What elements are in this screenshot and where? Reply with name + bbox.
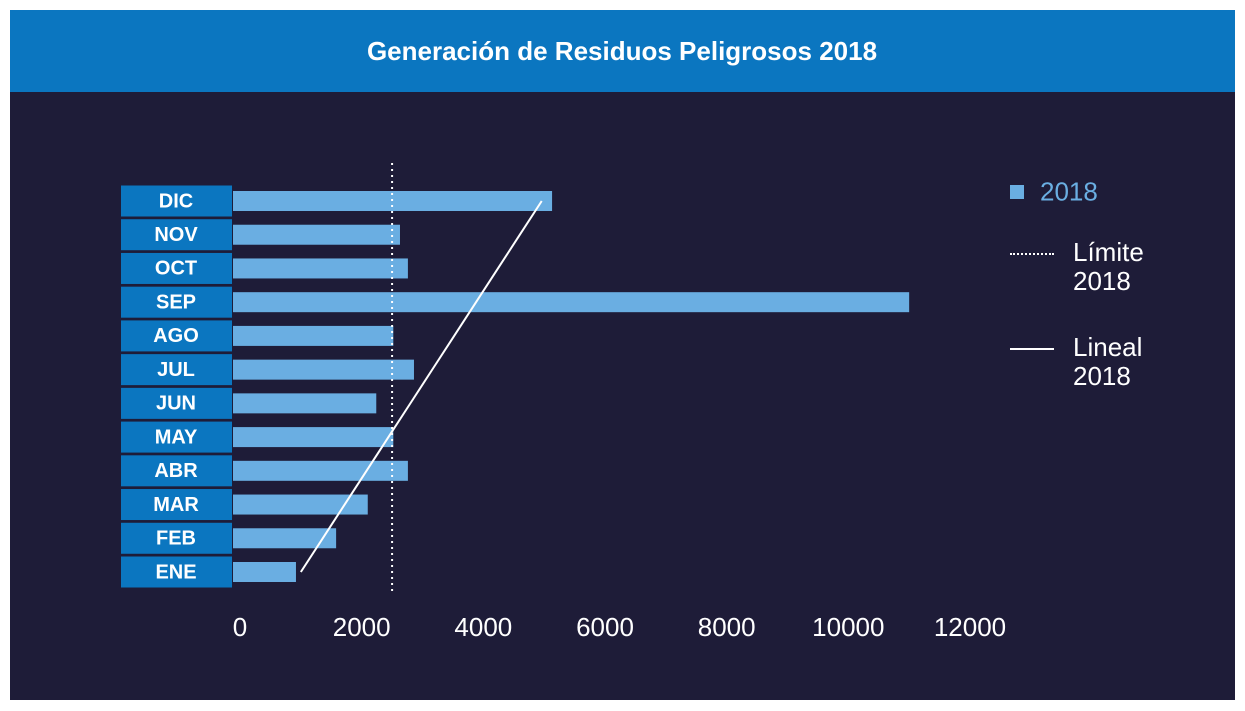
y-tick-label: JUL [157,359,195,381]
bar [233,325,394,346]
y-tick-label: SEP [156,291,196,313]
category-box [121,286,232,318]
y-tick-label: FEB [156,528,196,550]
x-tick-label: 0 [233,612,247,642]
bar [233,258,408,279]
bar [233,224,400,245]
legend-line-swatch [1010,348,1054,350]
bar [233,359,414,380]
legend-label: 2018 [1040,176,1098,207]
x-tick-label: 10000 [812,612,884,642]
category-box [121,556,232,588]
category-box [121,455,232,487]
x-tick-label: 12000 [934,612,1006,642]
category-box [121,421,232,453]
category-box [121,185,232,217]
category-box [121,522,232,554]
bar [233,494,368,515]
bar [233,528,337,549]
bar [233,427,394,448]
y-tick-label: DIC [159,190,193,212]
category-box [121,219,232,251]
header [10,10,1235,92]
y-tick-label: MAY [155,426,198,448]
category-box [121,354,232,386]
category-box [121,252,232,284]
legend-ref-swatch [1010,253,1054,255]
x-tick-label: 8000 [698,612,756,642]
category-box [121,387,232,419]
legend-swatch [1010,185,1024,200]
y-tick-label: MAR [153,494,199,516]
y-tick-label: NOV [154,224,198,246]
legend-bar: 2018 [1010,176,1110,207]
x-tick-label: 2000 [333,612,391,642]
y-tick-label: ENE [155,561,196,583]
bar [233,562,296,582]
y-tick-label: JUN [156,393,196,415]
legend-label: Lineal 2018 [1073,332,1143,391]
bar [233,393,377,414]
x-tick-label: 6000 [576,612,634,642]
legend-label: Límite 2018 [1073,237,1144,296]
y-tick-label: AGO [153,325,199,347]
trend-line [299,200,543,573]
bar [233,460,408,481]
y-tick-label: OCT [155,258,197,280]
chart-title: Generación de Residuos Peligrosos 2018 [367,36,877,66]
y-tick-label: ABR [154,460,198,482]
x-tick-label: 4000 [454,612,512,642]
category-box [121,489,232,521]
category-box [121,320,232,352]
bar [233,292,910,313]
